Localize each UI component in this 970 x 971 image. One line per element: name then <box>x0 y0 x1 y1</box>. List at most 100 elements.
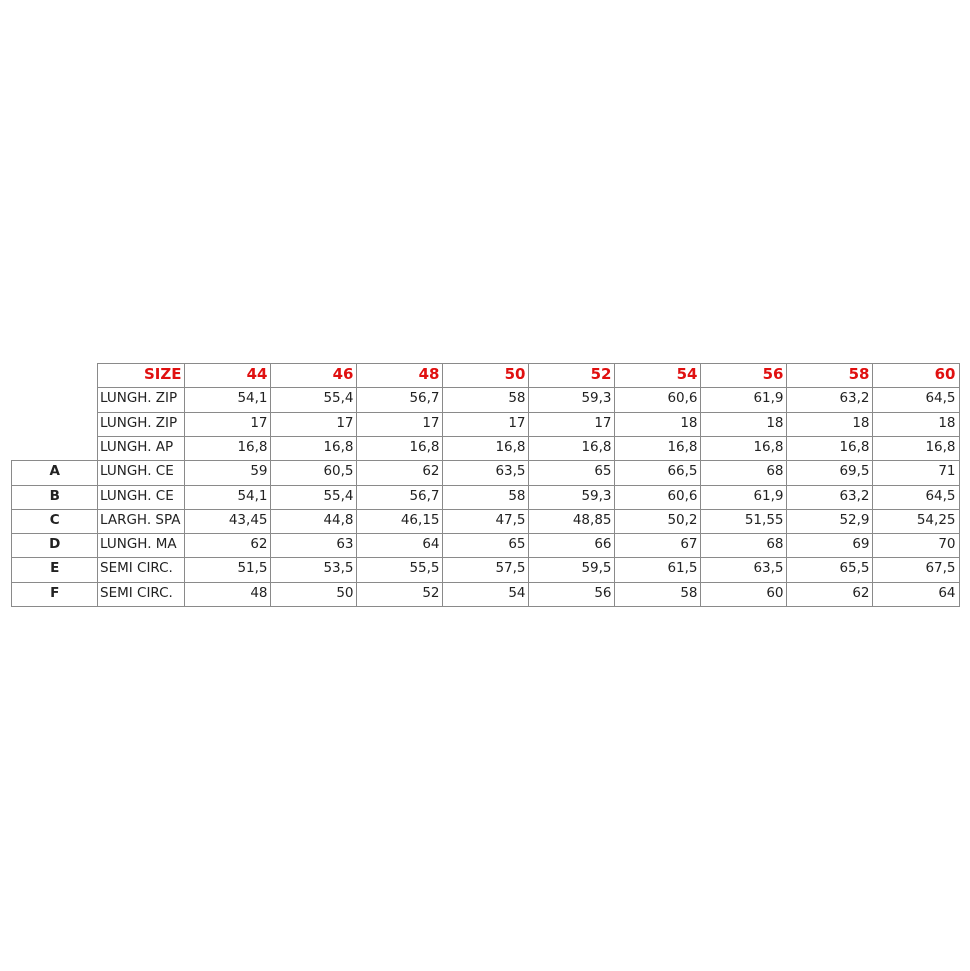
size-header-46: 46 <box>270 363 358 389</box>
measurement-cell: 59,3 <box>528 484 616 511</box>
measurement-cell: 65 <box>442 533 530 559</box>
row-label: LUNGH. CE <box>97 460 186 486</box>
measurement-cell: 54,1 <box>184 484 272 511</box>
measurement-cell: 16,8 <box>270 435 358 462</box>
measurement-cell: 47,5 <box>442 508 530 535</box>
measurement-cell: 16,8 <box>356 435 444 462</box>
measurement-cell: 17 <box>528 411 616 438</box>
measurement-cell: 61,5 <box>614 557 702 584</box>
row-label: LARGH. SPA <box>97 508 186 535</box>
measurement-cell: 18 <box>786 411 874 438</box>
size-header-58: 58 <box>786 363 874 389</box>
measurement-cell: 52,9 <box>786 508 874 535</box>
measurement-cell: 17 <box>356 411 444 438</box>
measurement-cell: 62 <box>786 581 874 608</box>
size-header-54: 54 <box>614 363 702 389</box>
measurement-cell: 48,85 <box>528 508 616 535</box>
measurement-cell: 55,5 <box>356 557 444 584</box>
row-label: LUNGH. CE <box>97 484 186 511</box>
measurement-cell: 16,8 <box>184 435 272 462</box>
measurement-cell: 61,9 <box>700 484 788 511</box>
measurement-cell: 62 <box>184 533 272 559</box>
measurement-cell: 63,5 <box>700 557 788 584</box>
measurement-cell: 68 <box>700 460 788 486</box>
measurement-cell: 52 <box>356 581 444 608</box>
measurement-cell: 56,7 <box>356 484 444 511</box>
measurement-cell: 18 <box>872 411 960 438</box>
measurement-cell: 46,15 <box>356 508 444 535</box>
measurement-cell: 54,1 <box>184 387 272 414</box>
row-label: SEMI CIRC. <box>97 557 186 584</box>
measurement-cell: 69 <box>786 533 874 559</box>
measurement-cell: 44,8 <box>270 508 358 535</box>
measurement-cell: 16,8 <box>442 435 530 462</box>
size-header-50: 50 <box>442 363 530 389</box>
row-letter: D <box>11 533 99 559</box>
measurement-cell: 50,2 <box>614 508 702 535</box>
measurement-cell: 60 <box>700 581 788 608</box>
measurement-cell: 58 <box>442 387 530 414</box>
measurement-cell: 58 <box>614 581 702 608</box>
measurement-cell: 60,6 <box>614 387 702 414</box>
measurement-cell: 66 <box>528 533 616 559</box>
measurement-cell: 55,4 <box>270 484 358 511</box>
measurement-cell: 48 <box>184 581 272 608</box>
measurement-cell: 58 <box>442 484 530 511</box>
measurement-cell: 17 <box>184 411 272 438</box>
measurement-cell: 51,5 <box>184 557 272 584</box>
measurement-cell: 64,5 <box>872 387 960 414</box>
row-label: LUNGH. MA <box>97 533 186 559</box>
measurement-cell: 59 <box>184 460 272 486</box>
measurement-cell: 60,5 <box>270 460 358 486</box>
row-letter: C <box>11 508 99 535</box>
measurement-cell: 54 <box>442 581 530 608</box>
measurement-cell: 59,3 <box>528 387 616 414</box>
measurement-cell: 16,8 <box>528 435 616 462</box>
size-header-48: 48 <box>356 363 444 389</box>
measurement-cell: 70 <box>872 533 960 559</box>
measurement-cell: 57,5 <box>442 557 530 584</box>
measurement-cell: 18 <box>614 411 702 438</box>
measurement-cell: 59,5 <box>528 557 616 584</box>
measurement-cell: 64,5 <box>872 484 960 511</box>
measurement-cell: 67,5 <box>872 557 960 584</box>
row-label: LUNGH. AP <box>97 435 186 462</box>
measurement-cell: 67 <box>614 533 702 559</box>
row-label: LUNGH. ZIP <box>97 387 186 414</box>
row-label: LUNGH. ZIP <box>97 411 186 438</box>
measurement-cell: 56 <box>528 581 616 608</box>
measurement-cell: 43,45 <box>184 508 272 535</box>
measurement-cell: 56,7 <box>356 387 444 414</box>
row-letter: B <box>11 484 99 511</box>
measurement-cell: 53,5 <box>270 557 358 584</box>
row-label: SEMI CIRC. <box>97 581 186 608</box>
measurement-cell: 16,8 <box>614 435 702 462</box>
measurement-cell: 16,8 <box>786 435 874 462</box>
measurement-cell: 51,55 <box>700 508 788 535</box>
size-header-60: 60 <box>872 363 960 389</box>
measurement-cell: 17 <box>270 411 358 438</box>
measurement-cell: 63,5 <box>442 460 530 486</box>
measurement-cell: 61,9 <box>700 387 788 414</box>
size-header-44: 44 <box>184 363 272 389</box>
measurement-cell: 64 <box>872 581 960 608</box>
measurement-cell: 63 <box>270 533 358 559</box>
measurement-cell: 66,5 <box>614 460 702 486</box>
measurement-cell: 68 <box>700 533 788 559</box>
measurement-cell: 65 <box>528 460 616 486</box>
row-letter: A <box>11 460 99 486</box>
measurement-cell: 65,5 <box>786 557 874 584</box>
measurement-cell: 63,2 <box>786 387 874 414</box>
measurement-cell: 63,2 <box>786 484 874 511</box>
measurement-cell: 18 <box>700 411 788 438</box>
measurement-cell: 55,4 <box>270 387 358 414</box>
measurement-cell: 17 <box>442 411 530 438</box>
row-letter: F <box>11 581 99 608</box>
measurement-cell: 16,8 <box>700 435 788 462</box>
size-header-52: 52 <box>528 363 616 389</box>
measurement-cell: 60,6 <box>614 484 702 511</box>
measurement-cell: 64 <box>356 533 444 559</box>
measurement-cell: 54,25 <box>872 508 960 535</box>
row-letter: E <box>11 557 99 584</box>
size-header-label: SIZE <box>97 363 186 389</box>
